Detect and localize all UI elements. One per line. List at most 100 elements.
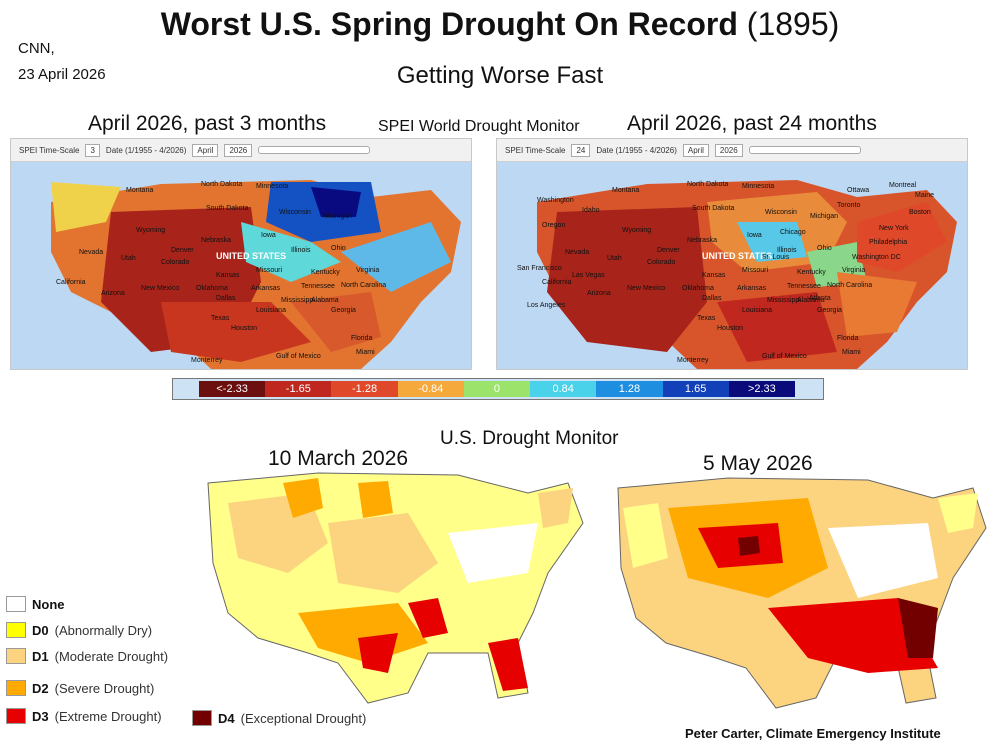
map-label-louisiana: Louisiana (256, 307, 286, 314)
map-label-united-states: UNITED STATES (702, 251, 772, 261)
map-label-alabama: Alabama (311, 297, 339, 304)
map-label-colorado: Colorado (647, 259, 676, 266)
scale-cell-5: 0.84 (530, 381, 597, 397)
spei-map-24month: SPEI Time-Scale 24 Date (1/1955 - 4/2026… (496, 138, 968, 370)
legend-d2: D2 (Severe Drought) (6, 680, 154, 696)
map-label-miami: Miami (842, 349, 861, 356)
map-label-ohio: Ohio (817, 245, 832, 252)
source-outlet: CNN, (18, 40, 55, 57)
legend-code: D2 (32, 680, 49, 696)
legend-swatch-d2 (6, 680, 26, 696)
map-label-montana: Montana (612, 187, 639, 194)
map-label-montreal: Montreal (889, 182, 917, 189)
legend-d1: D1 (Moderate Drought) (6, 648, 168, 664)
map-label-missouri: Missouri (256, 267, 283, 274)
date-slider[interactable] (748, 146, 861, 154)
map-label-north-dakota: North Dakota (687, 181, 728, 188)
scale-cell-0: <-2.33 (199, 381, 266, 397)
map-label-arizona: Arizona (101, 290, 125, 297)
map-label-oklahoma: Oklahoma (196, 285, 228, 292)
legend-code: D1 (32, 648, 49, 664)
map-label-gulf: Gulf of Mexico (276, 353, 321, 360)
map-label-colorado: Colorado (161, 259, 190, 266)
map-label-philadelphia: Philadelphia (869, 239, 907, 246)
map-label-florida: Florida (351, 335, 373, 342)
map-label-illinois: Illinois (777, 247, 797, 254)
map-label-ottawa: Ottawa (847, 187, 869, 194)
map-label-louisiana: Louisiana (742, 307, 772, 314)
map-label-boston: Boston (909, 209, 931, 216)
map-label-arizona: Arizona (587, 290, 611, 297)
usdm-legend: None D0 (Abnormally Dry) D1 (Moderate Dr… (6, 596, 386, 736)
map-label-california: California (56, 279, 86, 286)
map-label-las-vegas: Las Vegas (572, 272, 605, 279)
map-label-wyoming: Wyoming (136, 227, 165, 234)
map-label-mississippi: Mississippi (767, 297, 801, 304)
scale-cell-2: -1.28 (331, 381, 398, 397)
map-label-nevada: Nevada (79, 249, 103, 256)
map-label-united-states: UNITED STATES (216, 251, 286, 261)
map-label-utah: Utah (607, 255, 622, 262)
timescale-label: SPEI Time-Scale (19, 145, 80, 155)
usdm-may-label: 5 May 2026 (703, 452, 813, 475)
month-select[interactable]: April (192, 143, 219, 157)
map-label-north-carolina: North Carolina (827, 282, 872, 289)
map-label-nevada: Nevada (565, 249, 589, 256)
legend-swatch-d4 (192, 710, 212, 726)
map-label-tennessee: Tennessee (301, 283, 335, 290)
timescale-select[interactable]: 3 (85, 143, 100, 157)
spei-map-canvas-left: Montana North Dakota Minnesota South Dak… (11, 162, 471, 369)
legend-code: D3 (32, 708, 49, 724)
legend-swatch-none (6, 596, 26, 612)
map-label-kansas: Kansas (702, 272, 726, 279)
map-label-monterrey: Monterrey (677, 357, 709, 364)
map-label-georgia: Georgia (331, 307, 356, 314)
timescale-label: SPEI Time-Scale (505, 145, 566, 155)
map-label-washington: Washington (537, 197, 574, 204)
map-label-kentucky: Kentucky (311, 269, 340, 276)
map-label-texas: Texas (697, 315, 716, 322)
map-label-new-mexico: New Mexico (627, 285, 665, 292)
map-label-michigan: Michigan (810, 213, 838, 220)
date-label: Date (1/1955 - 4/2026) (105, 145, 187, 155)
title-main: Worst U.S. Spring Drought On Record (160, 6, 738, 42)
title-year: (1895) (746, 6, 840, 42)
year-input[interactable]: 2026 (714, 143, 743, 157)
map-label-new-mexico: New Mexico (141, 285, 179, 292)
map-label-virginia: Virginia (842, 267, 865, 274)
map-label-north-carolina: North Carolina (341, 282, 386, 289)
map-label-wisconsin: Wisconsin (279, 209, 311, 216)
spei-map-canvas-right: Montana North Dakota Minnesota South Dak… (497, 162, 967, 369)
map-label-nebraska: Nebraska (687, 237, 717, 244)
map-label-denver: Denver (657, 247, 680, 254)
map-label-ohio: Ohio (331, 245, 346, 252)
legend-none: None (6, 596, 65, 612)
scale-cell-8: >2.33 (728, 381, 795, 397)
spei-controls-left: SPEI Time-Scale 3 Date (1/1955 - 4/2026)… (11, 139, 471, 162)
date-slider[interactable] (258, 146, 371, 154)
map-label-georgia: Georgia (817, 307, 842, 314)
year-input[interactable]: 2026 (224, 143, 253, 157)
month-select[interactable]: April (682, 143, 709, 157)
map-label-washington-dc: Washington DC (852, 254, 901, 261)
map-label-california: California (542, 279, 572, 286)
map-label-texas: Texas (211, 315, 230, 322)
usdm-march-label: 10 March 2026 (268, 447, 409, 470)
map-label-north-dakota: North Dakota (201, 181, 242, 188)
map-label-wisconsin: Wisconsin (765, 209, 797, 216)
map-label-wyoming: Wyoming (622, 227, 651, 234)
map-label-san-francisco: San Francisco (517, 265, 562, 272)
map-label-south-dakota: South Dakota (206, 205, 249, 212)
map-label-toronto: Toronto (837, 202, 860, 209)
map-label-minnesota: Minnesota (256, 183, 288, 190)
map-label-tennessee: Tennessee (787, 283, 821, 290)
map-label-alabama: Alabama (797, 297, 825, 304)
spei-24month-label: April 2026, past 24 months (627, 112, 877, 135)
map-label-michigan: Michigan (324, 213, 352, 220)
timescale-select[interactable]: 24 (571, 143, 591, 157)
spei-3month-label: April 2026, past 3 months (88, 112, 327, 135)
map-label-houston: Houston (231, 325, 257, 332)
map-label-mississippi: Mississippi (281, 297, 315, 304)
legend-desc: (Abnormally Dry) (54, 622, 153, 638)
map-label-denver: Denver (171, 247, 194, 254)
